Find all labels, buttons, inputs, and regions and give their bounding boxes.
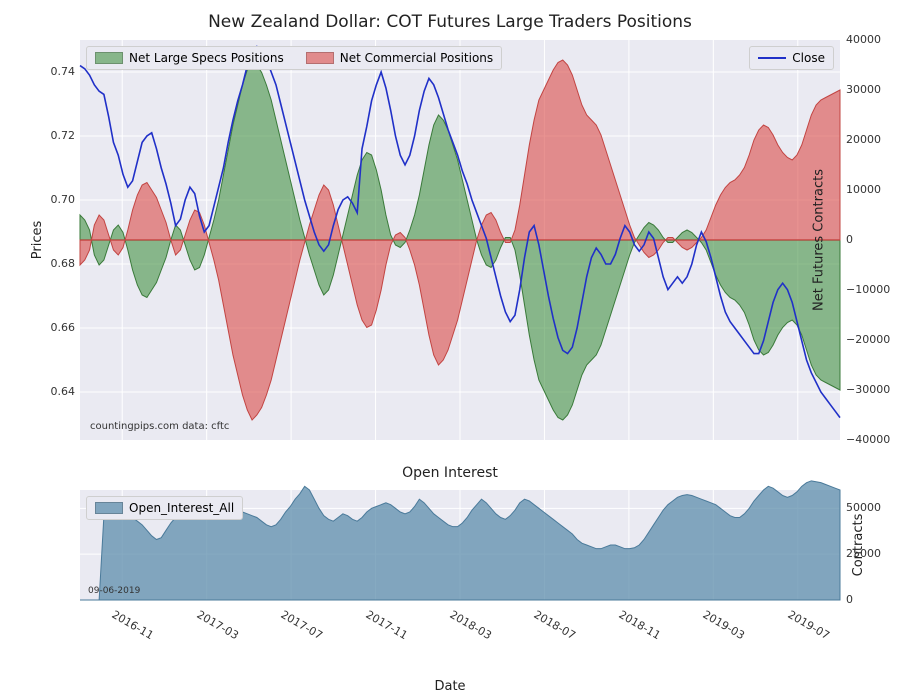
legend-label-comm: Net Commercial Positions [340,51,493,65]
legend-swatch-oi [95,502,123,514]
legend-swatch-specs [95,52,123,64]
main-chart-svg [80,40,840,440]
ytick-oi: 25000 [846,547,900,560]
ytick-right: 0 [846,233,900,246]
ytick-right: 20000 [846,133,900,146]
ytick-left: 0.68 [30,257,75,270]
xtick: 2019-07 [785,608,831,642]
ytick-right: 30000 [846,83,900,96]
legend-oi: Open_Interest_All [86,496,243,520]
ytick-right: −40000 [846,433,900,446]
figure: New Zealand Dollar: COT Futures Large Tr… [0,0,900,700]
oi-chart-panel: Open_Interest_All 09-06-2019 [80,490,840,600]
ylabel-oi: Contracts [851,514,866,577]
oi-title: Open Interest [0,465,900,481]
xtick: 2018-03 [448,608,494,642]
ytick-left: 0.74 [30,65,75,78]
xtick: 2019-03 [701,608,747,642]
xtick: 2016-11 [110,608,156,642]
legend-label-close: Close [792,51,825,65]
oi-date-stamp: 09-06-2019 [88,586,140,596]
xtick: 2018-07 [532,608,578,642]
xtick: 2018-11 [616,608,662,642]
ytick-left: 0.66 [30,321,75,334]
main-title: New Zealand Dollar: COT Futures Large Tr… [0,12,900,32]
xtick: 2017-07 [279,608,325,642]
legend-label-oi: Open_Interest_All [129,501,234,515]
ytick-right: 40000 [846,33,900,46]
legend-close: Close [749,46,834,70]
ytick-oi: 0 [846,593,900,606]
legend-label-specs: Net Large Specs Positions [129,51,284,65]
xlabel: Date [434,679,465,694]
ytick-oi: 50000 [846,501,900,514]
xtick: 2017-03 [194,608,240,642]
legend-swatch-close [758,57,786,59]
ytick-right: −30000 [846,383,900,396]
ytick-right: −20000 [846,333,900,346]
xtick: 2017-11 [363,608,409,642]
legend-areas: Net Large Specs Positions Net Commercial… [86,46,502,70]
ytick-left: 0.72 [30,129,75,142]
credit-text: countingpips.com data: cftc [90,421,229,432]
main-chart-panel: Net Large Specs Positions Net Commercial… [80,40,840,440]
ytick-right: 10000 [846,183,900,196]
ytick-left: 0.70 [30,193,75,206]
ylabel-contracts: Net Futures Contracts [812,169,827,311]
ytick-right: −10000 [846,283,900,296]
ylabel-prices: Prices [30,221,45,260]
legend-swatch-comm [306,52,334,64]
ytick-left: 0.64 [30,385,75,398]
